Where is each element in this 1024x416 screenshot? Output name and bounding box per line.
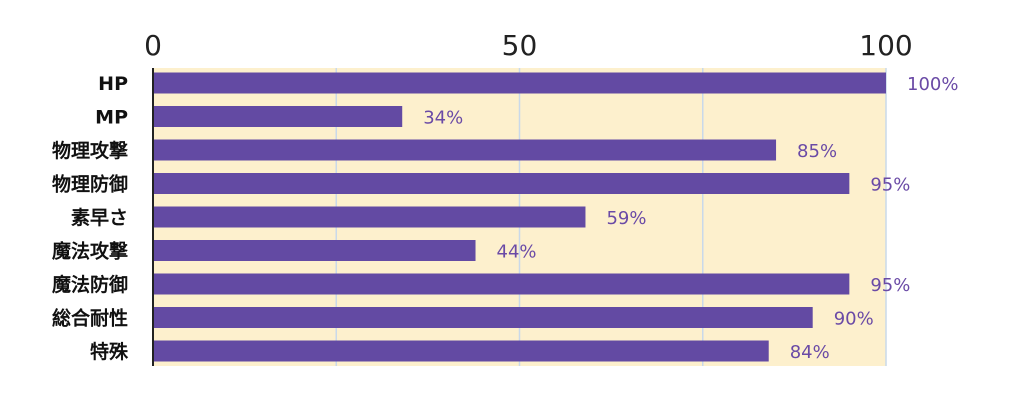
category-label: 物理攻撃 <box>52 139 128 162</box>
value-label: 84% <box>790 342 830 363</box>
category-label: HP <box>98 73 128 95</box>
bar <box>153 106 403 127</box>
bar <box>153 240 476 261</box>
bar <box>153 206 586 228</box>
category-label: 魔法防御 <box>52 273 128 296</box>
value-label: 44% <box>497 242 537 263</box>
bars <box>153 72 886 362</box>
bar <box>153 307 813 328</box>
x-tick-label: 50 <box>502 29 538 62</box>
category-label: 総合耐性 <box>52 307 128 330</box>
x-tick-label: 0 <box>144 29 162 62</box>
bar <box>153 340 769 362</box>
value-label: 85% <box>797 141 837 162</box>
value-label: 95% <box>870 275 910 296</box>
x-tick-label: 100 <box>859 29 912 62</box>
category-label: 魔法攻撃 <box>52 240 128 263</box>
value-label: 34% <box>423 108 463 129</box>
bar <box>153 173 850 194</box>
x-axis-ticks: 0 50 100 <box>144 29 913 62</box>
value-label: 90% <box>834 309 874 330</box>
category-label: 物理防御 <box>52 173 128 196</box>
value-labels: 100% 34% 85% 95% 59% 44% 95% 90%84% <box>423 74 958 363</box>
value-label: 100% <box>907 74 958 95</box>
bar <box>153 139 777 161</box>
value-label: 59% <box>606 208 646 229</box>
value-label: 95% <box>870 175 910 196</box>
category-label: 素早さ <box>71 206 128 229</box>
bar <box>153 72 886 94</box>
category-label: MP <box>95 107 128 129</box>
bar <box>153 273 850 295</box>
category-label: 特殊 <box>90 340 129 363</box>
